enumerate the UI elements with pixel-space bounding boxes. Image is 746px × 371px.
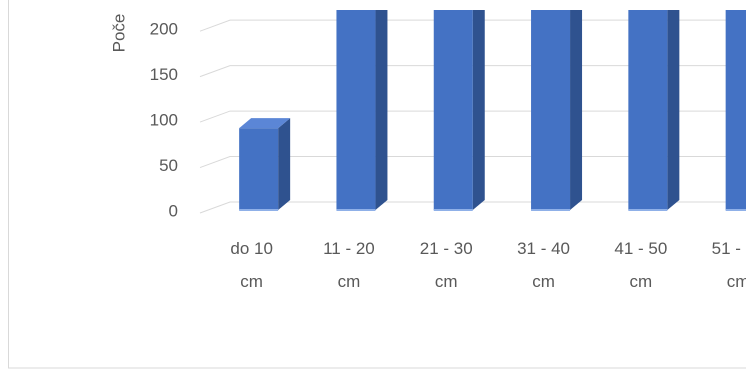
bar-base	[239, 209, 279, 211]
x-tick-label: 11 - 20 cm	[323, 239, 375, 291]
bar-side	[375, 10, 388, 210]
x-tick-label: 31 - 40 cm	[517, 239, 571, 291]
bar	[239, 118, 291, 211]
x-tick-label: 41 - 50 cm	[614, 239, 668, 291]
bar-front	[725, 10, 746, 211]
bar-side	[472, 10, 485, 210]
bar-front	[336, 10, 376, 211]
y-tick-label: 200	[150, 20, 178, 39]
bar-base	[725, 209, 746, 211]
chart-border	[8, 0, 746, 369]
y-axis-title: Poče	[109, 14, 128, 53]
bar	[336, 10, 388, 211]
bar-base	[433, 209, 473, 211]
bar-front	[531, 10, 571, 211]
y-tick-label: 150	[150, 65, 178, 84]
bar	[628, 10, 680, 211]
bar-front	[433, 10, 473, 211]
x-tick-label: do 10 cm	[230, 239, 273, 291]
bar	[725, 10, 746, 211]
x-tick-label: 51 - 60 cm	[711, 239, 746, 291]
bar-base	[531, 209, 571, 211]
bar	[433, 10, 485, 211]
bar-side	[667, 10, 680, 210]
bar-base	[628, 209, 668, 211]
y-tick-label: 50	[159, 156, 178, 175]
bar-front	[628, 10, 668, 211]
bar	[531, 10, 583, 211]
bar-base	[336, 209, 376, 211]
bar-top	[239, 118, 291, 129]
bar-front	[239, 128, 279, 210]
y-tick-label: 0	[169, 201, 178, 220]
bar-side	[570, 10, 583, 210]
bar-side	[278, 118, 291, 210]
x-tick-label: 21 - 30 cm	[419, 239, 473, 291]
y-tick-label: 100	[150, 111, 178, 130]
